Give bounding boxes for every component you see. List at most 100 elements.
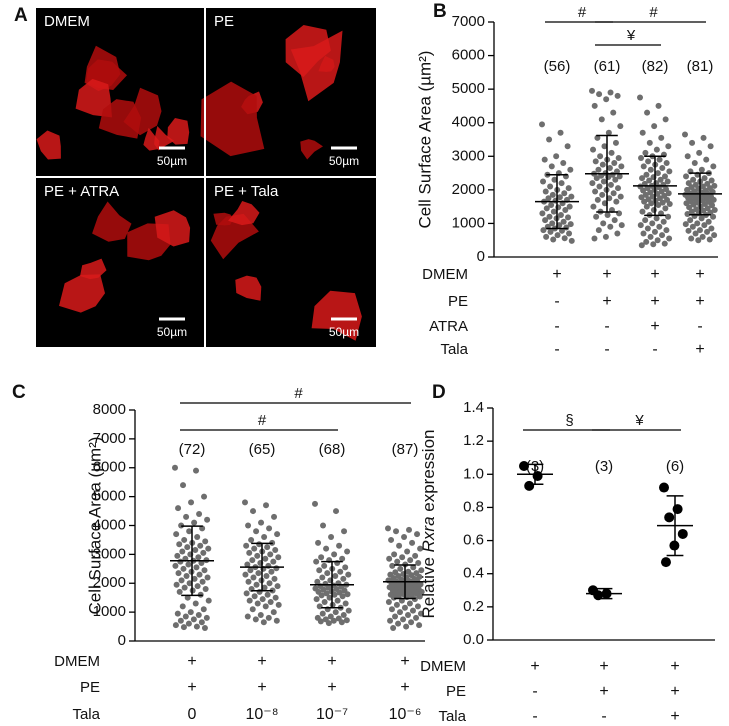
data-point (262, 555, 269, 562)
data-point (319, 610, 326, 617)
data-point (202, 586, 209, 593)
data-point (591, 102, 598, 109)
data-point (591, 235, 598, 242)
data-point (637, 222, 644, 229)
data-point (254, 552, 261, 559)
cell (311, 290, 362, 341)
data-point (661, 240, 668, 247)
data-point (181, 584, 188, 591)
data-point (417, 610, 424, 617)
y-tick-label: 0 (477, 248, 485, 265)
data-point (637, 94, 643, 101)
data-point (196, 510, 203, 517)
condition-mark: 10⁻⁷ (316, 706, 348, 723)
data-point (548, 201, 555, 208)
y-tick-label: 3000 (452, 147, 485, 164)
data-point (179, 548, 186, 555)
data-point (663, 160, 670, 166)
data-point (415, 560, 422, 567)
data-point (332, 609, 339, 616)
data-point (253, 528, 260, 535)
data-point (659, 482, 669, 493)
condition-mark: + (602, 266, 611, 283)
data-point (561, 190, 568, 197)
data-point (198, 560, 205, 567)
data-point (409, 539, 416, 546)
data-point (326, 594, 333, 601)
data-point (666, 235, 673, 242)
condition-label: DMEM (422, 266, 468, 283)
condition-mark: + (650, 318, 659, 335)
data-point (184, 544, 191, 551)
data-point (545, 195, 552, 202)
condition-mark: - (554, 293, 559, 310)
data-point (539, 121, 545, 128)
data-point (592, 158, 599, 165)
data-point (562, 207, 569, 213)
data-point (657, 176, 664, 183)
data-point (183, 573, 190, 580)
data-point (643, 171, 650, 178)
significance-label: ¥ (626, 27, 636, 44)
data-point (658, 134, 665, 141)
data-point (245, 578, 252, 585)
condition-mark: - (532, 708, 537, 725)
condition-mark: + (670, 708, 679, 725)
data-point (613, 168, 620, 175)
data-point (640, 230, 647, 237)
data-point (394, 558, 401, 565)
data-point (176, 588, 183, 595)
data-point (647, 166, 654, 173)
data-point (417, 581, 424, 588)
data-point (385, 525, 391, 532)
data-point (266, 525, 273, 532)
data-point (646, 177, 653, 184)
data-point (318, 554, 325, 561)
data-point (406, 600, 413, 607)
data-point (397, 565, 404, 572)
data-point (655, 102, 662, 109)
data-point (662, 116, 669, 123)
data-point (607, 89, 614, 96)
condition-label: Tala (72, 706, 100, 723)
data-point (192, 600, 199, 607)
data-point (664, 512, 675, 523)
data-point (690, 201, 697, 208)
data-point (711, 232, 718, 239)
y-tick-label: 4000 (93, 516, 126, 533)
data-point (195, 554, 202, 561)
data-point (344, 591, 351, 598)
data-point (396, 542, 403, 549)
data-point (640, 187, 647, 194)
data-point (606, 165, 613, 172)
data-point (638, 154, 645, 161)
data-point (180, 482, 187, 489)
condition-mark: + (695, 293, 704, 310)
data-point (699, 233, 706, 240)
data-point (194, 583, 201, 590)
data-point (201, 493, 208, 500)
data-point (610, 190, 617, 197)
data-point (172, 464, 178, 471)
data-point (186, 580, 193, 587)
data-point (316, 567, 323, 574)
data-point (595, 166, 602, 173)
data-point (646, 139, 653, 146)
y-tick-label: 0.0 (463, 631, 484, 648)
data-point (566, 203, 573, 210)
image-label: PE (214, 13, 234, 30)
data-point (273, 617, 280, 624)
data-point (560, 160, 567, 166)
data-point (606, 195, 613, 202)
y-tick-label: 1.2 (463, 432, 484, 449)
data-point (592, 188, 599, 195)
condition-mark: - (554, 341, 559, 358)
y-tick-label: 7000 (452, 13, 485, 30)
data-point (175, 505, 182, 512)
data-point (180, 624, 187, 631)
data-point (178, 577, 185, 584)
data-point (565, 185, 572, 192)
data-point (257, 612, 264, 619)
data-point (193, 467, 200, 474)
data-point (318, 592, 325, 599)
